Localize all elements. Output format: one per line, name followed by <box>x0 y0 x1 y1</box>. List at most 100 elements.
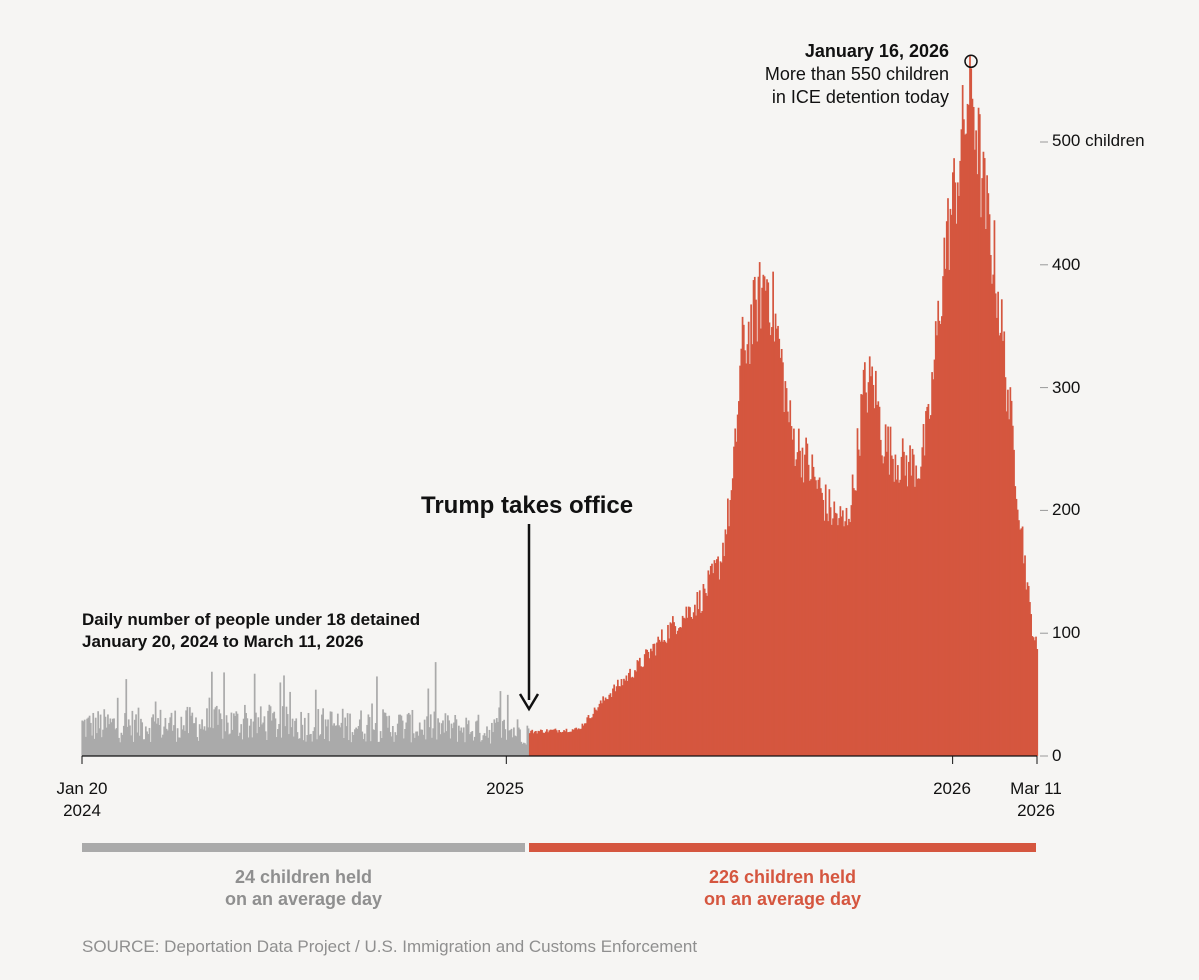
day-bar <box>125 679 128 756</box>
chart-subtitle: Daily number of people under 18 detained… <box>82 609 502 653</box>
day-bar <box>590 718 592 756</box>
day-bar <box>586 717 589 756</box>
day-bar <box>625 675 628 756</box>
day-bar <box>950 214 953 756</box>
day-bar <box>480 741 482 756</box>
day-bar <box>303 717 306 756</box>
day-bar <box>335 725 338 756</box>
day-bar <box>1011 425 1014 756</box>
day-bar <box>603 700 606 756</box>
day-bar <box>734 428 737 756</box>
day-bar <box>830 524 833 756</box>
day-bar <box>508 730 510 756</box>
day-bar <box>692 612 695 756</box>
day-bar <box>779 357 782 756</box>
day-bar <box>747 321 750 756</box>
day-bar <box>467 720 470 756</box>
daily-bars <box>81 56 1039 757</box>
day-bar <box>727 498 729 756</box>
day-bar <box>464 742 466 756</box>
day-bar <box>720 562 723 756</box>
day-bar <box>689 607 691 756</box>
day-bar <box>758 262 761 756</box>
day-bar <box>286 714 289 756</box>
day-bar <box>837 525 839 756</box>
day-bar <box>257 717 260 756</box>
day-bar <box>83 719 86 756</box>
day-bar <box>388 715 391 756</box>
day-bar <box>714 563 717 756</box>
day-bar <box>203 726 206 756</box>
day-bar <box>516 719 519 756</box>
day-bar <box>994 293 997 756</box>
day-bar <box>453 722 455 756</box>
day-bar <box>583 723 586 756</box>
day-bar <box>753 276 756 756</box>
day-bar <box>610 697 613 756</box>
day-bar <box>332 725 334 756</box>
day-bar <box>110 722 113 756</box>
day-bar <box>362 739 365 756</box>
day-bar <box>844 521 847 756</box>
day-bar <box>413 737 416 756</box>
day-bar <box>212 728 214 756</box>
day-bar <box>761 287 763 756</box>
day-bar <box>717 556 719 756</box>
day-bar <box>546 729 548 756</box>
day-bar <box>292 736 295 756</box>
day-bar <box>153 721 156 756</box>
day-bar <box>116 697 119 756</box>
day-bar <box>790 426 793 756</box>
day-bar <box>925 411 927 756</box>
x-tick-2025-line1: 2025 <box>486 779 524 798</box>
day-bar <box>920 466 922 756</box>
day-bar <box>456 741 459 756</box>
day-bar <box>400 715 403 756</box>
day-bar <box>236 713 239 756</box>
day-bar <box>769 335 772 756</box>
day-bar <box>190 715 192 756</box>
day-bar <box>804 454 806 756</box>
day-bar <box>674 626 677 756</box>
day-bar <box>933 359 936 756</box>
day-bar <box>871 366 874 756</box>
day-bar <box>605 699 608 756</box>
day-bar <box>387 727 389 756</box>
avg-label-after: 226 children held on an average day <box>529 866 1036 910</box>
day-bar <box>316 739 318 756</box>
day-bar <box>1024 555 1026 756</box>
day-bar <box>832 518 834 756</box>
day-bar <box>483 733 486 756</box>
day-bar <box>708 574 711 756</box>
day-bar <box>561 731 564 756</box>
day-bar <box>97 711 100 756</box>
day-bar <box>977 107 980 757</box>
day-bar <box>379 731 382 756</box>
day-bar <box>262 722 265 756</box>
source-note: SOURCE: Deportation Data Project / U.S. … <box>82 937 698 956</box>
day-bar <box>200 728 202 756</box>
day-bar <box>576 729 579 756</box>
day-bar <box>786 411 789 756</box>
subtitle-line-1: Daily number of people under 18 detained <box>82 610 421 629</box>
day-bar <box>982 151 985 757</box>
day-bar <box>746 344 749 756</box>
day-bar <box>793 428 795 756</box>
day-bar <box>652 643 655 756</box>
day-bar <box>448 720 450 756</box>
day-bar <box>621 685 624 756</box>
day-bar <box>296 732 299 756</box>
day-bar <box>275 737 278 756</box>
day-bar <box>917 478 920 756</box>
day-bar <box>700 612 702 756</box>
day-bar <box>683 617 685 756</box>
day-bar <box>882 463 885 756</box>
day-bar <box>766 279 768 756</box>
day-bar <box>826 513 828 756</box>
day-bar <box>936 335 938 756</box>
day-bar <box>958 195 960 756</box>
day-bar <box>660 629 663 756</box>
day-bar <box>231 729 234 756</box>
day-bar <box>539 729 542 756</box>
day-bar <box>407 712 410 756</box>
